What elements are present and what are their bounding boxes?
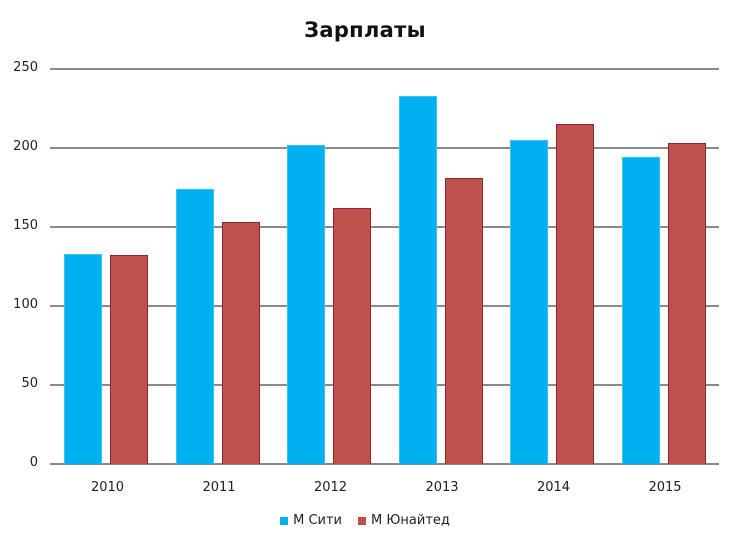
legend-label: М Сити <box>293 513 343 528</box>
y-tick-label: 100 <box>13 297 38 312</box>
plot-area <box>50 68 719 465</box>
bar-m-city-2012 <box>287 144 325 464</box>
x-tick-label: 2012 <box>313 480 348 495</box>
gridline <box>50 226 719 228</box>
gridline <box>50 384 719 386</box>
legend-swatch-icon <box>280 516 289 525</box>
legend-item-m-city: М Сити <box>280 513 342 528</box>
chart-title: Зарплаты <box>304 18 426 42</box>
y-tick-label: 150 <box>13 218 38 233</box>
bar-m-united-2012 <box>333 208 371 464</box>
legend-swatch-icon <box>358 516 367 525</box>
bar-m-united-2011 <box>221 222 260 464</box>
y-tick-label: 0 <box>29 455 38 470</box>
legend: М Сити М Юнайтед <box>0 513 730 528</box>
gridline <box>50 463 719 465</box>
gridline <box>50 305 719 307</box>
bar-m-united-2015 <box>667 143 706 464</box>
x-axis-labels: 2010 2011 2012 2013 2014 2015 <box>50 480 719 500</box>
bar-m-city-2014 <box>510 140 548 464</box>
x-tick-label: 2014 <box>536 480 571 495</box>
x-tick-label: 2010 <box>90 480 125 495</box>
bar-m-city-2010 <box>64 253 102 464</box>
legend-item-m-united: М Юнайтед <box>358 513 450 528</box>
y-tick-label: 200 <box>13 139 38 154</box>
x-tick-label: 2011 <box>202 480 236 495</box>
bar-m-city-2015 <box>621 157 660 464</box>
bar-series <box>50 69 719 464</box>
bar-m-city-2013 <box>398 95 437 464</box>
gridline <box>50 68 719 70</box>
gridlines <box>50 68 719 465</box>
y-tick-label: 50 <box>21 376 38 391</box>
gridline <box>50 147 719 149</box>
x-tick-label: 2013 <box>425 480 459 495</box>
bar-m-united-2013 <box>444 178 483 464</box>
bar-m-united-2010 <box>110 255 148 464</box>
x-tick-label: 2015 <box>648 480 682 495</box>
legend-label: М Юнайтед <box>371 513 450 528</box>
bar-m-city-2011 <box>175 189 214 464</box>
y-tick-label: 250 <box>13 60 38 75</box>
bar-m-united-2014 <box>556 124 594 464</box>
